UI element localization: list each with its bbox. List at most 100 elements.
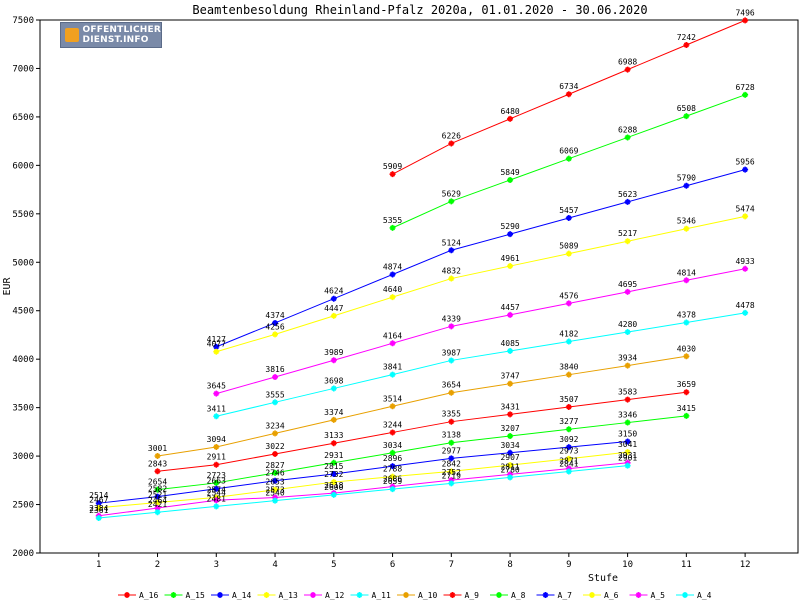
data-label: 5956 [735, 158, 754, 167]
data-point [448, 480, 455, 487]
data-label: 3659 [677, 380, 696, 389]
data-label: 2600 [324, 483, 343, 492]
data-point [507, 115, 514, 122]
data-label: 5217 [618, 229, 637, 238]
data-label: 2582 [148, 485, 167, 494]
data-point [213, 479, 220, 486]
data-label: 5290 [500, 222, 519, 231]
chart-title: Beamtenbesoldung Rheinland-Pfalz 2020a, … [192, 3, 647, 17]
series-a-12: 3645 3816 3989 4164 4339 4457 4576 4695 4814 4933 [207, 257, 755, 397]
y-tick-label: 5000 [12, 258, 34, 268]
legend-label: A_7 [558, 591, 573, 600]
data-label: 3041 [618, 440, 637, 449]
data-label: 2544 [207, 488, 226, 497]
data-point [565, 300, 572, 307]
data-point [683, 113, 690, 120]
data-point [507, 263, 514, 270]
data-point [448, 389, 455, 396]
series-a-15: 5355 5629 5849 6069 6288 6508 6728 [383, 83, 755, 231]
series-a-6: 2467 2521 2574 2653 2732 2788 2842 2907 2973 3041 [89, 440, 637, 511]
data-point [683, 412, 690, 419]
data-point [565, 250, 572, 257]
x-tick-label: 12 [740, 560, 751, 570]
y-tick-label: 3000 [12, 452, 34, 462]
data-label: 4961 [500, 254, 519, 263]
data-label: 3747 [500, 372, 519, 381]
legend-label: A_12 [325, 591, 344, 600]
data-point [448, 275, 455, 282]
data-point [448, 468, 455, 475]
data-label: 5089 [559, 242, 578, 251]
data-point [683, 225, 690, 232]
data-label: 6226 [442, 131, 461, 140]
data-label: 3034 [383, 441, 402, 450]
data-label: 3092 [559, 435, 578, 444]
x-axis: 1 2 3 4 5 6 7 8 9 10 11 12 [96, 553, 751, 570]
data-label: 4478 [735, 301, 754, 310]
series-a-16: 5909 6226 6480 6734 6988 7242 7496 [383, 8, 755, 178]
data-label: 6480 [500, 107, 519, 116]
data-point [742, 17, 749, 24]
legend-item: A_11 [350, 591, 391, 600]
data-point [565, 468, 572, 475]
data-label: 3138 [442, 431, 461, 440]
x-tick-label: 11 [681, 560, 692, 570]
data-label: 4695 [618, 280, 637, 289]
data-point [624, 198, 631, 205]
data-label: 5909 [383, 162, 402, 171]
x-tick-label: 3 [214, 560, 219, 570]
data-point [683, 353, 690, 360]
legend-item: A_12 [304, 591, 344, 600]
data-point [507, 474, 514, 481]
legend-item: A_8 [490, 591, 526, 600]
data-point [272, 497, 279, 504]
logo-text-line2: DIENST.INFO [82, 35, 149, 45]
data-label: 2540 [265, 489, 284, 498]
data-label: 6508 [677, 104, 696, 113]
data-label: 2843 [148, 459, 167, 468]
data-label: 2896 [383, 454, 402, 463]
data-point [389, 449, 396, 456]
data-point [507, 231, 514, 238]
series-line [98, 441, 628, 504]
data-label: 4447 [324, 304, 343, 313]
data-label: 5457 [559, 206, 578, 215]
legend-marker [449, 592, 456, 598]
legend-marker [682, 592, 688, 598]
data-label: 4256 [265, 322, 284, 331]
data-point [213, 443, 220, 450]
plot-frame [39, 19, 799, 554]
data-label: 2361 [89, 506, 108, 515]
data-label: 5790 [677, 174, 696, 183]
data-point [683, 319, 690, 326]
data-point [742, 166, 749, 173]
data-point [507, 176, 514, 183]
data-label: 5355 [383, 216, 402, 225]
data-point [507, 449, 514, 456]
data-point [448, 198, 455, 205]
data-label: 2746 [265, 469, 284, 478]
series-line [157, 355, 687, 457]
data-point [330, 295, 337, 302]
legend-item: A_13 [257, 591, 298, 600]
series-line [216, 312, 746, 417]
data-point [272, 319, 279, 326]
legend-item: A_5 [629, 591, 665, 600]
y-tick-label: 7500 [12, 16, 34, 26]
data-point [507, 347, 514, 354]
data-point [448, 140, 455, 147]
data-label: 3150 [618, 430, 637, 439]
data-label: 4933 [735, 257, 754, 266]
data-point [213, 461, 220, 468]
y-tick-label: 2500 [12, 501, 34, 511]
data-label: 3645 [207, 382, 226, 391]
data-point [272, 399, 279, 406]
data-point [742, 309, 749, 316]
data-label: 4378 [677, 311, 696, 320]
data-label: 2780 [500, 465, 519, 474]
series-a-9: 2843 2911 3022 3133 3244 3355 3431 3507 3583 3659 [148, 380, 696, 475]
series-a-5: 2384 2464 2544 2573 2618 2686 2752 2811 2871 2931 [89, 451, 637, 519]
y-tick-label: 4500 [12, 307, 34, 317]
data-point [272, 450, 279, 457]
series-a-4: 2361 2421 2481 2540 2600 2659 2719 2780 2841 2901 [89, 454, 637, 522]
